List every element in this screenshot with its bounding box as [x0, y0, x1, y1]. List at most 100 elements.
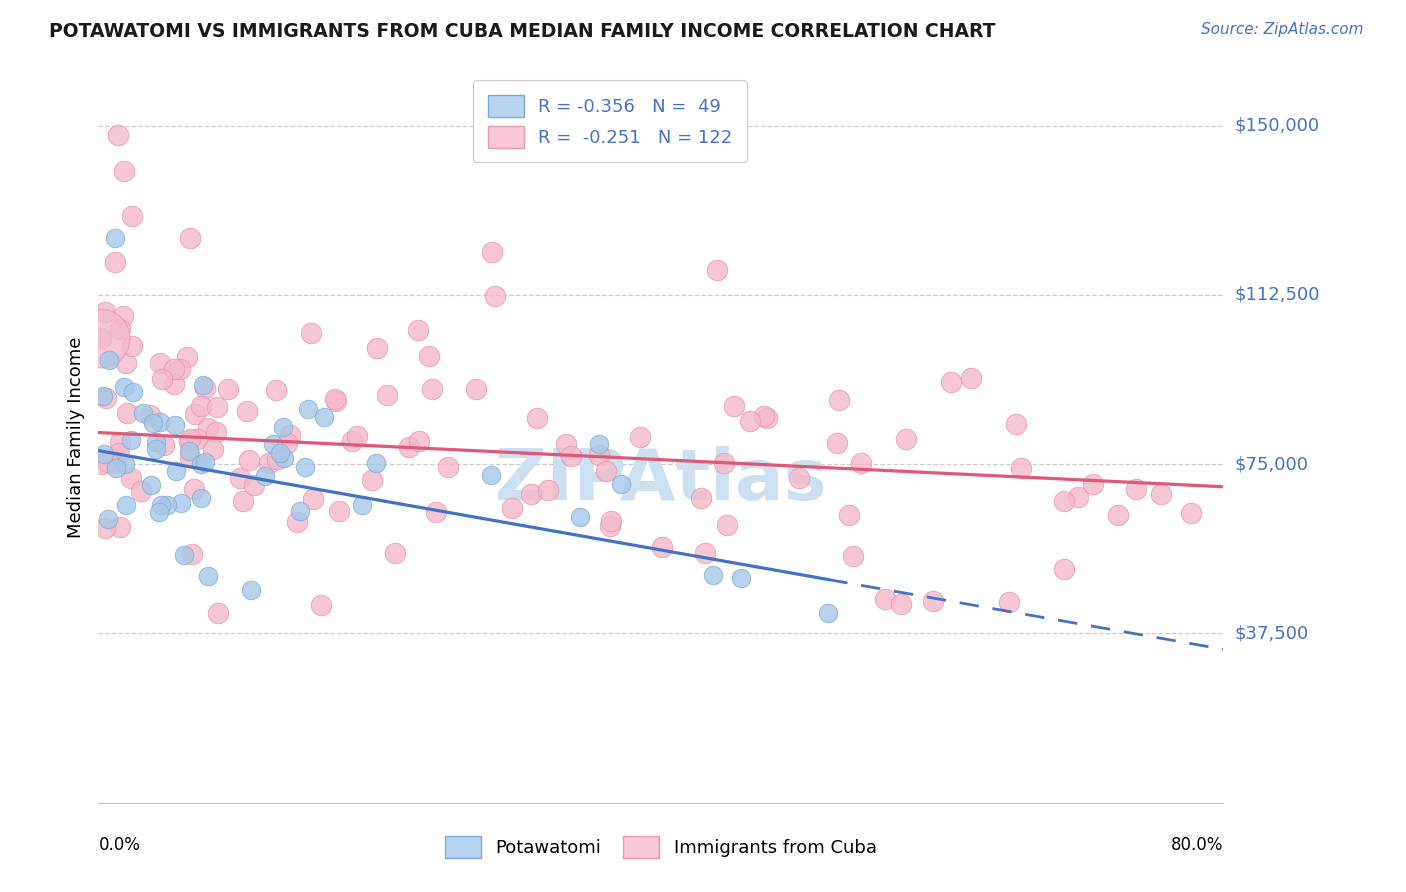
Point	[384, 546, 406, 560]
Point	[437, 460, 460, 475]
Point	[262, 437, 284, 451]
Point	[873, 592, 896, 607]
Point	[588, 436, 610, 450]
Point	[162, 376, 184, 391]
Point	[179, 433, 201, 447]
Point	[651, 540, 673, 554]
Point	[138, 408, 160, 422]
Point	[406, 323, 429, 337]
Point	[90, 331, 112, 345]
Point	[1004, 417, 1026, 431]
Point	[111, 310, 134, 324]
Point	[115, 498, 138, 512]
Point	[817, 606, 839, 620]
Point	[716, 518, 738, 533]
Point	[555, 436, 578, 450]
Text: ZIPAtlas: ZIPAtlas	[495, 447, 827, 516]
Text: $150,000: $150,000	[1234, 117, 1320, 135]
Point	[89, 331, 111, 345]
Point	[207, 606, 229, 620]
Point	[169, 496, 191, 510]
Point	[112, 380, 135, 394]
Point	[94, 392, 117, 406]
Point	[121, 339, 143, 353]
Point	[94, 305, 117, 319]
Point	[501, 501, 523, 516]
Point	[364, 456, 387, 470]
Text: 0.0%: 0.0%	[98, 836, 141, 854]
Point	[264, 383, 287, 397]
Point	[179, 444, 201, 458]
Point	[108, 322, 131, 336]
Point	[325, 394, 347, 409]
Point	[740, 414, 762, 428]
Point	[193, 381, 215, 395]
Point	[229, 471, 252, 485]
Point	[464, 383, 486, 397]
Point	[628, 430, 651, 444]
Point	[328, 504, 350, 518]
Point	[149, 356, 172, 370]
Point	[398, 440, 420, 454]
Point	[302, 492, 325, 507]
Point	[238, 453, 260, 467]
Point	[197, 421, 219, 435]
Point	[706, 263, 728, 277]
Point	[193, 377, 215, 392]
Point	[240, 583, 263, 598]
Point	[1180, 507, 1202, 521]
Point	[235, 404, 257, 418]
Point	[288, 503, 311, 517]
Point	[202, 442, 225, 456]
Point	[340, 434, 363, 449]
Point	[243, 477, 266, 491]
Point	[520, 487, 543, 501]
Point	[756, 411, 779, 425]
Point	[150, 498, 173, 512]
Point	[205, 425, 228, 440]
Point	[1053, 562, 1076, 576]
Point	[173, 548, 195, 562]
Point	[120, 433, 142, 447]
Point	[91, 457, 114, 471]
Point	[560, 449, 582, 463]
Point	[120, 471, 142, 485]
Point	[1083, 477, 1105, 491]
Point	[730, 571, 752, 585]
Point	[190, 491, 212, 506]
Point	[104, 456, 127, 470]
Point	[112, 163, 135, 178]
Point	[278, 428, 301, 442]
Point	[941, 375, 963, 389]
Point	[271, 420, 294, 434]
Point	[838, 508, 860, 522]
Point	[285, 515, 308, 529]
Point	[690, 491, 713, 505]
Point	[1066, 490, 1088, 504]
Point	[960, 371, 983, 385]
Text: $75,000: $75,000	[1234, 455, 1309, 473]
Point	[537, 483, 560, 498]
Point	[921, 593, 943, 607]
Point	[273, 451, 295, 466]
Point	[190, 400, 212, 414]
Point	[104, 231, 127, 245]
Point	[375, 388, 398, 402]
Point	[360, 473, 382, 487]
Point	[842, 549, 865, 563]
Point	[595, 464, 617, 478]
Point	[132, 406, 155, 420]
Point	[186, 432, 208, 446]
Point	[481, 468, 503, 483]
Point	[1107, 508, 1129, 522]
Point	[526, 411, 548, 425]
Text: $112,500: $112,500	[1234, 285, 1320, 304]
Point	[299, 326, 322, 340]
Point	[312, 409, 335, 424]
Point	[723, 400, 745, 414]
Point	[93, 447, 115, 461]
Point	[107, 128, 129, 142]
Point	[217, 382, 239, 396]
Point	[145, 435, 167, 450]
Point	[713, 456, 735, 470]
